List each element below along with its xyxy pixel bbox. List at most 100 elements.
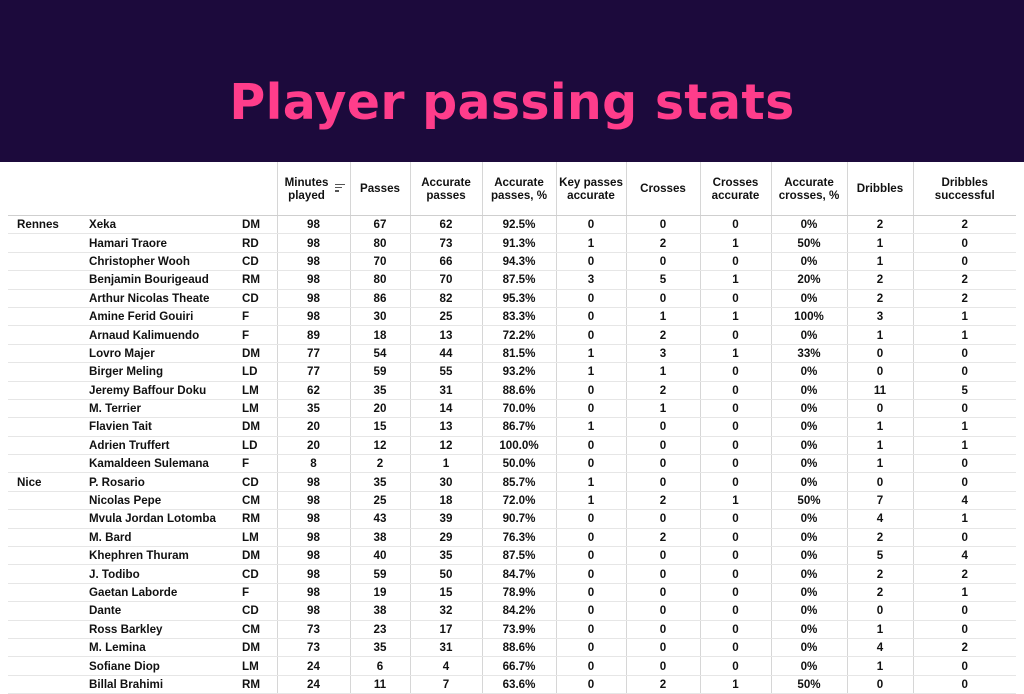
stat-cell: 0 bbox=[912, 675, 1016, 694]
column-header[interactable]: Dribbles bbox=[846, 162, 913, 216]
table-body: Rennes Xeka DM 98 67 62 92.5% 0 0 0 0% 2 2 Hamari Tra… bbox=[8, 215, 1016, 694]
table-row: J. Todibo CD 98 59 50 84.7% 0 0 0 0% 2 2 bbox=[8, 564, 1016, 584]
stat-cell: 32 bbox=[409, 601, 482, 621]
stat-cell: 0 bbox=[555, 436, 626, 456]
stat-cell: 29 bbox=[409, 528, 482, 548]
stat-cell: 0 bbox=[625, 436, 700, 456]
table-header-row: Minutes played Passes Accurate passes Accur… bbox=[8, 162, 1016, 216]
stat-cell: 0 bbox=[625, 417, 700, 437]
column-header[interactable]: Minutes played bbox=[276, 162, 350, 216]
stat-cell: 1 bbox=[555, 417, 626, 437]
stat-cell: 0% bbox=[770, 417, 847, 437]
team-cell bbox=[8, 307, 85, 327]
stat-cell: 0 bbox=[555, 252, 626, 272]
table-row: M. Terrier LM 35 20 14 70.0% 0 1 0 0% 0 0 bbox=[8, 399, 1016, 419]
stat-cell: 98 bbox=[276, 289, 350, 308]
stat-cell: 59 bbox=[349, 564, 410, 584]
stat-cell: 2 bbox=[912, 215, 1016, 235]
stat-cell: 0 bbox=[912, 601, 1016, 621]
stat-cell: 85.7% bbox=[481, 472, 556, 492]
stat-cell: 12 bbox=[409, 436, 482, 456]
player-name-cell: Dante bbox=[85, 601, 240, 621]
position-cell: CD bbox=[240, 564, 277, 584]
stat-cell: 2 bbox=[846, 215, 913, 235]
stat-cell: 55 bbox=[409, 362, 482, 382]
stat-cell: 0 bbox=[912, 399, 1016, 419]
column-header bbox=[85, 162, 240, 216]
column-header[interactable]: Crosses bbox=[625, 162, 700, 216]
position-cell: CD bbox=[240, 472, 277, 492]
team-cell: Nice bbox=[8, 472, 85, 492]
stat-cell: 0% bbox=[770, 656, 847, 676]
stat-cell: 0 bbox=[912, 362, 1016, 382]
stat-cell: 0 bbox=[699, 436, 771, 456]
stat-cell: 1 bbox=[912, 509, 1016, 529]
stat-cell: 98 bbox=[276, 472, 350, 492]
stat-cell: 0 bbox=[555, 215, 626, 235]
stat-cell: 72.0% bbox=[481, 491, 556, 511]
stat-cell: 98 bbox=[276, 491, 350, 511]
team-cell bbox=[8, 583, 85, 603]
team-cell bbox=[8, 289, 85, 308]
team-cell bbox=[8, 675, 85, 694]
stat-cell: 43 bbox=[349, 509, 410, 529]
stat-cell: 1 bbox=[699, 307, 771, 327]
stat-cell: 80 bbox=[349, 270, 410, 290]
team-cell bbox=[8, 546, 85, 566]
stat-cell: 0 bbox=[699, 528, 771, 548]
team-cell bbox=[8, 436, 85, 456]
stat-cell: 70 bbox=[349, 252, 410, 272]
column-header[interactable]: Key passes accurate bbox=[555, 162, 626, 216]
stat-cell: 50% bbox=[770, 233, 847, 253]
stat-cell: 1 bbox=[699, 675, 771, 694]
stat-cell: 0 bbox=[555, 546, 626, 566]
stat-cell: 98 bbox=[276, 307, 350, 327]
team-cell bbox=[8, 638, 85, 658]
stat-cell: 25 bbox=[409, 307, 482, 327]
stat-cell: 4 bbox=[846, 638, 913, 658]
table-row: Sofiane Diop LM 24 6 4 66.7% 0 0 0 0% 1 0 bbox=[8, 656, 1016, 676]
table-row: Kamaldeen Sulemana F 8 2 1 50.0% 0 0 0 0% 1 0 bbox=[8, 454, 1016, 474]
column-header[interactable]: Accurate crosses, % bbox=[770, 162, 847, 216]
stat-cell: 0 bbox=[699, 638, 771, 658]
page-title: Player passing stats bbox=[229, 74, 795, 131]
column-header[interactable]: Passes bbox=[349, 162, 410, 216]
stat-cell: 0 bbox=[625, 454, 700, 474]
team-cell bbox=[8, 252, 85, 272]
stat-cell: 35 bbox=[349, 472, 410, 492]
stat-cell: 39 bbox=[409, 509, 482, 529]
stat-cell: 13 bbox=[409, 325, 482, 345]
stat-cell: 98 bbox=[276, 583, 350, 603]
column-header[interactable]: Accurate passes bbox=[409, 162, 482, 216]
position-cell: DM bbox=[240, 546, 277, 566]
stat-cell: 1 bbox=[846, 233, 913, 253]
stat-cell: 0% bbox=[770, 509, 847, 529]
sort-descending-icon[interactable] bbox=[334, 184, 345, 192]
column-header[interactable]: Crosses accurate bbox=[699, 162, 771, 216]
column-header[interactable]: Dribbles successful bbox=[912, 162, 1016, 216]
stat-cell: 0 bbox=[699, 564, 771, 584]
team-cell bbox=[8, 528, 85, 548]
team-cell bbox=[8, 325, 85, 345]
player-name-cell: Sofiane Diop bbox=[85, 656, 240, 676]
column-header[interactable]: Accurate passes, % bbox=[481, 162, 556, 216]
table-row: Lovro Majer DM 77 54 44 81.5% 1 3 1 33% 0 0 bbox=[8, 344, 1016, 364]
player-name-cell: Khephren Thuram bbox=[85, 546, 240, 566]
stat-cell: 0 bbox=[699, 601, 771, 621]
position-cell: LD bbox=[240, 436, 277, 456]
stat-cell: 73.9% bbox=[481, 620, 556, 639]
player-name-cell: J. Todibo bbox=[85, 564, 240, 584]
stat-cell: 3 bbox=[625, 344, 700, 364]
stat-cell: 1 bbox=[846, 417, 913, 437]
stat-cell: 31 bbox=[409, 638, 482, 658]
stat-cell: 0 bbox=[625, 289, 700, 308]
position-cell: LD bbox=[240, 362, 277, 382]
player-name-cell: Amine Ferid Gouiri bbox=[85, 307, 240, 327]
stat-cell: 2 bbox=[846, 564, 913, 584]
stat-cell: 73 bbox=[409, 233, 482, 253]
stat-cell: 2 bbox=[625, 233, 700, 253]
stat-cell: 0 bbox=[699, 215, 771, 235]
stat-cell: 0 bbox=[555, 601, 626, 621]
stat-cell: 2 bbox=[846, 270, 913, 290]
stat-cell: 0% bbox=[770, 252, 847, 272]
